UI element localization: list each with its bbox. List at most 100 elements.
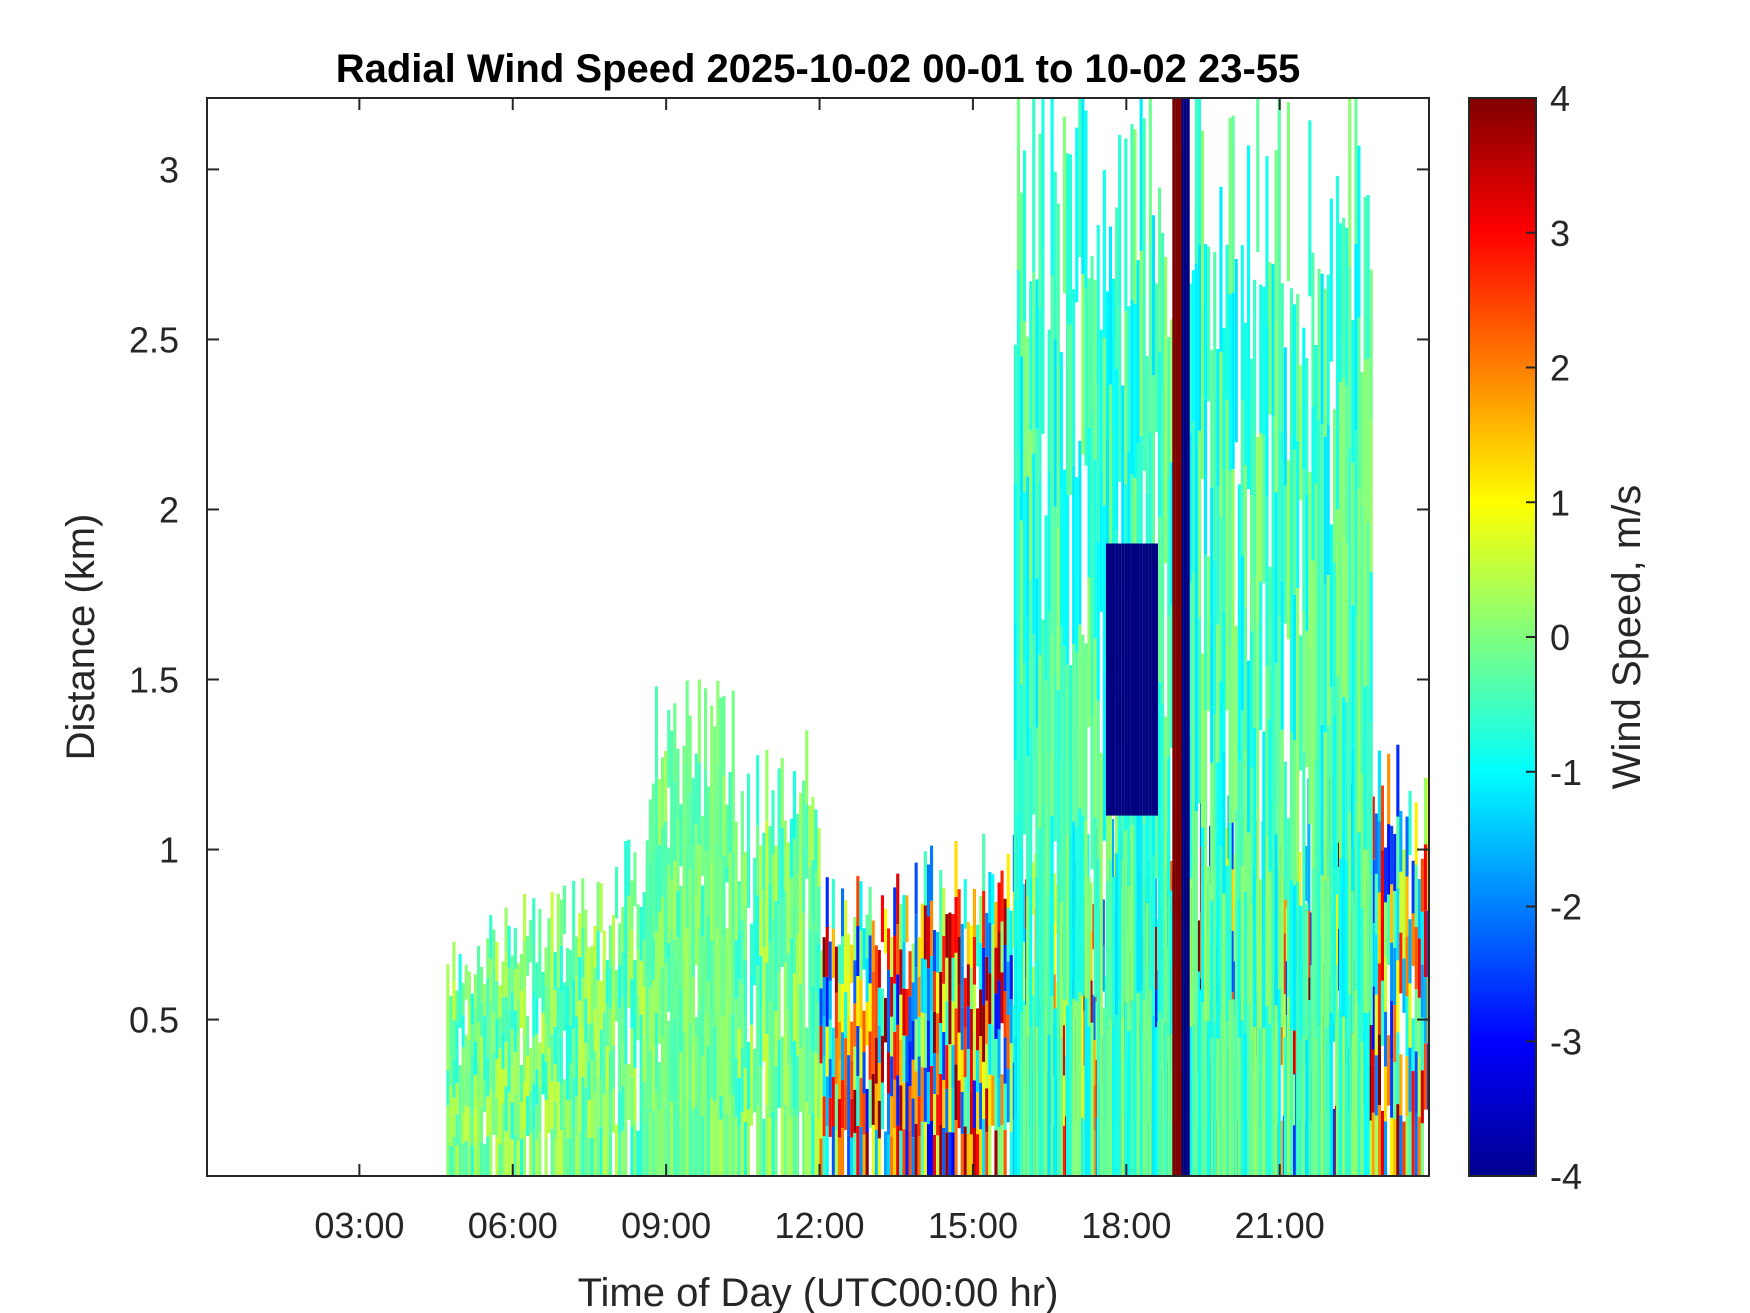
heat-cell	[911, 1059, 915, 1099]
heat-cell	[1360, 372, 1364, 506]
heat-cell	[1417, 997, 1421, 1058]
heat-cell	[1296, 587, 1300, 735]
heat-cell	[1066, 664, 1070, 836]
heat-cell	[1167, 337, 1171, 477]
heat-cell	[920, 1067, 924, 1122]
heat-cell	[1393, 1005, 1397, 1062]
heat-cell	[902, 1129, 906, 1176]
heat-cell	[477, 984, 481, 1023]
heat-cell	[914, 1071, 918, 1124]
heat-cell	[1377, 750, 1381, 822]
heat-cell	[464, 1105, 468, 1141]
heat-cell	[679, 886, 683, 935]
heat-cell	[446, 999, 450, 1035]
heat-cell	[504, 1041, 508, 1087]
heat-cell	[783, 891, 787, 963]
heat-cell	[498, 1048, 502, 1081]
heat-cell	[713, 876, 717, 952]
heat-cell	[1334, 965, 1338, 1036]
heat-cell	[1286, 102, 1290, 282]
heat-cell	[654, 1046, 658, 1090]
heat-cell	[1101, 945, 1105, 992]
heat-cell	[817, 828, 821, 887]
heat-cell	[1247, 832, 1251, 1005]
heat-cell	[1253, 877, 1257, 1027]
heat-cell	[914, 967, 918, 1020]
heat-cell	[1247, 1004, 1251, 1176]
heat-cell	[473, 1041, 477, 1076]
heat-cell	[1013, 760, 1017, 899]
heat-cell	[1329, 198, 1333, 362]
heat-cell	[719, 936, 723, 1017]
heat-cell	[535, 962, 539, 998]
x-tick-label: 12:00	[774, 1205, 864, 1246]
heat-cell	[1188, 581, 1192, 730]
heat-cell	[470, 1084, 474, 1116]
heat-cell	[994, 901, 998, 948]
heat-cell	[1047, 329, 1051, 471]
heat-cell	[688, 869, 692, 946]
heat-cell	[572, 930, 576, 980]
heat-cell	[792, 1108, 796, 1176]
heat-cell	[1072, 289, 1076, 467]
heat-cell	[796, 1115, 800, 1176]
heat-cell	[837, 983, 841, 1022]
heat-cell	[828, 980, 832, 1020]
heat-cell	[1216, 349, 1220, 487]
heat-cell	[1009, 999, 1013, 1044]
heat-cell	[593, 967, 597, 1010]
heat-cell	[1170, 890, 1174, 1034]
heat-cell	[1292, 1125, 1296, 1176]
heat-cell	[599, 883, 603, 933]
heat-cell	[1089, 882, 1093, 932]
heat-cell	[581, 1027, 585, 1077]
heat-cell	[510, 992, 514, 1029]
heat-cell	[982, 947, 986, 1005]
heat-cell	[458, 1065, 462, 1103]
heat-cell	[1387, 824, 1391, 895]
heat-cell	[593, 925, 597, 968]
heat-cell	[1003, 1129, 1007, 1176]
heat-cell	[1265, 326, 1269, 497]
heat-cell	[587, 985, 591, 1024]
heat-cell	[759, 1120, 763, 1176]
heat-cell	[1061, 1025, 1065, 1076]
heat-cell	[853, 960, 857, 1004]
heat-cell	[831, 1126, 835, 1176]
heat-cell	[1041, 98, 1045, 249]
heat-cell	[1197, 98, 1201, 245]
heat-cell	[1148, 246, 1152, 433]
heat-cell	[670, 868, 674, 930]
heat-cell	[467, 1141, 471, 1176]
heat-cell	[847, 934, 851, 975]
heat-cell	[831, 1077, 835, 1127]
heat-cell	[578, 1132, 582, 1176]
heat-cell	[1108, 859, 1112, 1018]
heat-cell	[473, 1075, 477, 1109]
heat-cell	[1210, 762, 1214, 901]
heat-cell	[1351, 748, 1355, 891]
heat-cell	[1201, 305, 1205, 480]
heat-cell	[1213, 1022, 1217, 1176]
heat-cell	[1280, 729, 1284, 879]
heat-cell	[618, 1007, 622, 1050]
heat-cell	[1216, 486, 1220, 625]
heat-cell	[556, 987, 560, 1035]
heat-cell	[1271, 719, 1275, 872]
heat-cell	[645, 1108, 649, 1176]
heat-cell	[501, 961, 505, 998]
heat-cell	[1093, 459, 1097, 639]
heat-cell	[1139, 806, 1143, 991]
heat-cell	[516, 1034, 520, 1070]
heat-cell	[1059, 352, 1063, 490]
heat-cell	[737, 930, 741, 980]
heat-cell	[1016, 994, 1020, 1176]
heat-cell	[1035, 578, 1039, 728]
heat-cell	[1417, 879, 1421, 939]
heat-cell	[615, 1124, 619, 1176]
heat-cell	[1354, 989, 1358, 1176]
heat-cell	[853, 1003, 857, 1047]
heat-cell	[700, 815, 704, 876]
heat-cell	[1256, 806, 1260, 992]
heat-cell	[1161, 1018, 1165, 1176]
